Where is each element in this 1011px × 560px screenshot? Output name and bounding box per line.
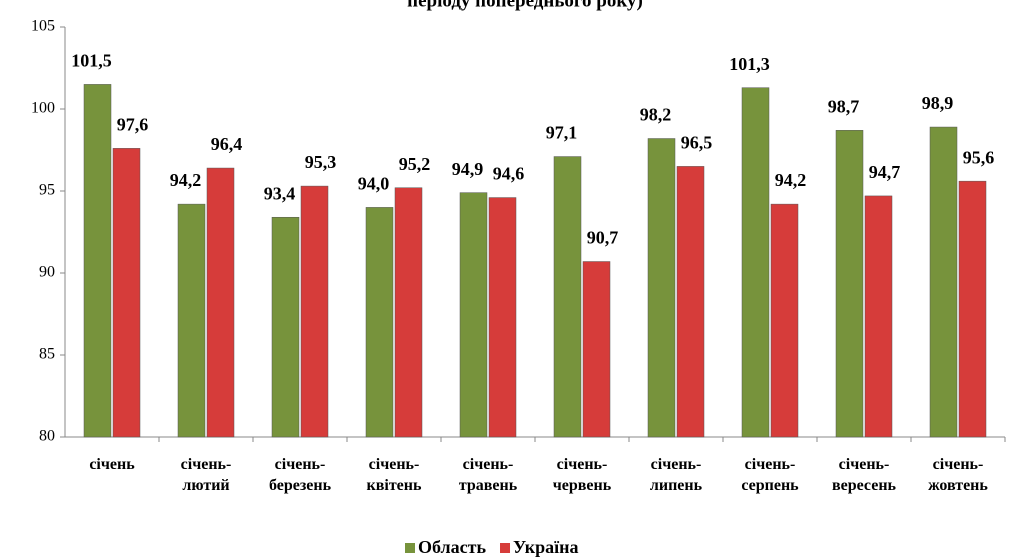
bar (676, 166, 705, 438)
legend-label: Україна (513, 537, 579, 557)
x-tick-label: січень-березень (268, 456, 332, 494)
x-tick-label: січень-квітень (366, 456, 422, 494)
x-tick-label: січень (89, 456, 135, 473)
value-label: 96,5 (681, 133, 713, 153)
x-tick-label: січень-травень (458, 456, 518, 494)
y-tick-label: 90 (39, 264, 55, 281)
bar (271, 216, 300, 438)
value-label: 94,2 (170, 170, 202, 190)
legend-swatch (405, 543, 415, 553)
value-label: 93,4 (264, 183, 296, 203)
bar (835, 130, 864, 438)
x-tick-label: січень-липень (649, 456, 703, 494)
y-tick-label: 100 (31, 100, 55, 117)
x-tick-label: січень-вересень (831, 456, 896, 494)
bar (83, 84, 112, 438)
value-label: 96,4 (211, 134, 243, 154)
value-label: 94,2 (775, 170, 807, 190)
legend-label: Область (418, 537, 486, 557)
value-label: 90,7 (587, 228, 619, 248)
value-label: 101,3 (729, 54, 770, 74)
y-tick-label: 80 (39, 428, 55, 445)
x-tick-label: січень-лютий (180, 456, 232, 494)
y-tick-label: 95 (39, 182, 55, 199)
x-tick-label: січень-червень (552, 456, 612, 494)
bar (365, 207, 394, 438)
value-label: 94,9 (452, 159, 484, 179)
legend-swatch (500, 543, 511, 553)
x-tick-label: січень-жовтень (928, 456, 988, 494)
bar (488, 197, 517, 438)
value-label: 95,3 (305, 152, 337, 172)
bar (864, 195, 893, 438)
value-label: 95,2 (399, 154, 431, 174)
y-tick-label: 105 (31, 18, 55, 35)
value-label: 97,1 (546, 123, 578, 143)
bar (300, 185, 329, 438)
bar (647, 138, 676, 438)
bar (206, 167, 235, 438)
bar (112, 148, 141, 438)
bar (394, 187, 423, 438)
bar (929, 126, 958, 438)
bar (582, 261, 611, 438)
bar (553, 156, 582, 438)
bar (741, 87, 770, 438)
value-label: 98,2 (640, 105, 672, 125)
value-label: 97,6 (117, 114, 149, 134)
value-label: 94,6 (493, 164, 525, 184)
value-label: 98,9 (922, 93, 954, 113)
bar (177, 203, 206, 438)
bar (770, 203, 799, 438)
value-label: 94,0 (358, 174, 390, 194)
value-label: 101,5 (71, 51, 112, 71)
value-label: 94,7 (869, 162, 901, 182)
bar (958, 180, 987, 438)
value-label: 95,6 (963, 147, 995, 167)
bar (459, 192, 488, 438)
y-tick-label: 85 (39, 346, 55, 363)
chart-title: періоду попереднього року) (407, 0, 643, 11)
x-tick-label: січень-серпень (741, 456, 799, 494)
value-label: 98,7 (828, 96, 860, 116)
